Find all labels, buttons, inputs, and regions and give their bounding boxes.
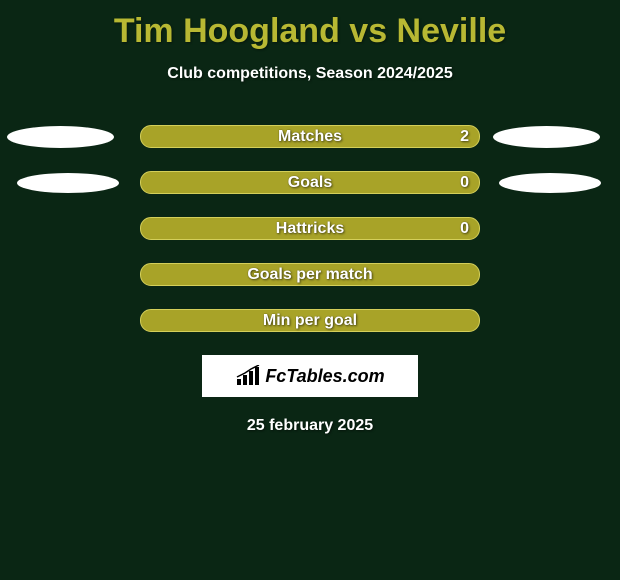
stat-row-min-per-goal: Min per goal bbox=[0, 309, 620, 332]
brand-text: FcTables.com bbox=[265, 366, 384, 387]
stat-label: Hattricks bbox=[276, 220, 344, 238]
stat-bar: Goals 0 bbox=[140, 171, 480, 194]
stat-row-goals-per-match: Goals per match bbox=[0, 263, 620, 286]
stat-bar: Goals per match bbox=[140, 263, 480, 286]
stat-row-matches: Matches 2 bbox=[0, 125, 620, 148]
stat-bar: Matches 2 bbox=[140, 125, 480, 148]
bar-chart-icon bbox=[235, 365, 261, 387]
page-subtitle: Club competitions, Season 2024/2025 bbox=[0, 65, 620, 83]
stat-bar: Hattricks 0 bbox=[140, 217, 480, 240]
stats-container: Matches 2 Goals 0 Hattricks 0 Goals per … bbox=[0, 125, 620, 332]
brand-badge[interactable]: FcTables.com bbox=[202, 355, 418, 397]
stat-row-goals: Goals 0 bbox=[0, 171, 620, 194]
date-label: 25 february 2025 bbox=[0, 417, 620, 435]
player-left-oval bbox=[17, 173, 119, 193]
stat-label: Min per goal bbox=[263, 312, 357, 330]
stat-value-right: 2 bbox=[460, 128, 469, 146]
stat-row-hattricks: Hattricks 0 bbox=[0, 217, 620, 240]
stat-label: Goals bbox=[288, 174, 332, 192]
stat-label: Goals per match bbox=[247, 266, 372, 284]
stat-value-right: 0 bbox=[460, 174, 469, 192]
stat-value-right: 0 bbox=[460, 220, 469, 238]
player-right-oval bbox=[493, 126, 600, 148]
player-right-oval bbox=[499, 173, 601, 193]
player-left-oval bbox=[7, 126, 114, 148]
stat-label: Matches bbox=[278, 128, 342, 146]
stat-bar: Min per goal bbox=[140, 309, 480, 332]
page-title: Tim Hoogland vs Neville bbox=[0, 0, 620, 51]
